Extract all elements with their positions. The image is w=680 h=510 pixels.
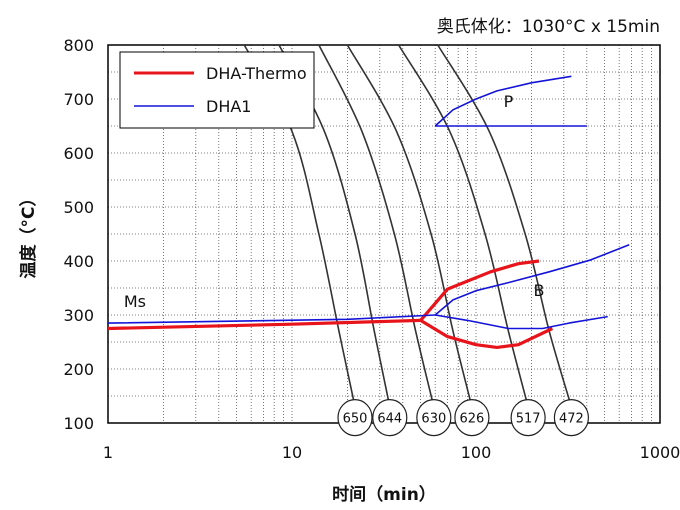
- x-tick-label: 10: [282, 443, 302, 462]
- series-line-dha-thermo: [107, 318, 421, 331]
- annotation-ms: Ms: [124, 292, 146, 311]
- chart-title: 奥氏体化：1030°C x 15min: [437, 17, 660, 37]
- x-tick-label: 100: [461, 443, 492, 462]
- cooling-marker-label: 644: [377, 412, 402, 427]
- x-axis-label: 时间（min）: [332, 484, 436, 505]
- y-tick-label: 500: [63, 198, 94, 217]
- y-tick-label: 600: [63, 144, 94, 163]
- series-line-dha-thermo: [419, 259, 540, 322]
- cooling-markers: 650 644 630 626 517 472: [337, 399, 590, 437]
- y-tick-label: 700: [63, 90, 94, 109]
- cooling-marker-label: 472: [559, 412, 584, 427]
- annotation-p: P: [504, 92, 514, 111]
- cooling-curve-626: [346, 44, 473, 407]
- y-axis-label: 温度（°C）: [18, 190, 39, 279]
- cooling-marker-650: [337, 399, 373, 437]
- x-tick-label: 1000: [640, 443, 680, 462]
- data-series: [107, 75, 630, 349]
- annotations: P B Ms: [124, 92, 545, 311]
- cooling-marker-630: [416, 399, 452, 437]
- series-line-dha1: [435, 314, 608, 330]
- cooling-marker-label: 626: [459, 412, 484, 427]
- cooling-marker-644: [372, 399, 408, 437]
- y-tick-label: 200: [63, 360, 94, 379]
- series-line-dha1: [434, 244, 630, 316]
- cooling-curve-472: [437, 44, 573, 408]
- y-tick-label: 400: [63, 252, 94, 271]
- series-line-dha1: [107, 314, 436, 324]
- series-line-dha-thermo: [419, 319, 554, 349]
- cooling-marker-label: 650: [343, 412, 368, 427]
- legend: DHA-Thermo DHA1: [119, 51, 315, 129]
- legend-label-dha1: DHA1: [206, 97, 251, 116]
- legend-label-dha-thermo: DHA-Thermo: [206, 64, 307, 83]
- cooling-curve-517: [397, 44, 529, 408]
- cooling-marker-517: [510, 399, 546, 437]
- cooling-curve-630: [318, 44, 435, 407]
- legend-box: [119, 51, 315, 129]
- x-tick-label: 1: [103, 443, 113, 462]
- cooling-marker-label: 630: [421, 412, 446, 427]
- series-line-dha1: [434, 75, 572, 127]
- cooling-marker-626: [454, 399, 490, 437]
- y-tick-label: 100: [63, 414, 94, 433]
- annotation-b: B: [534, 281, 545, 300]
- cooling-marker-label: 517: [516, 412, 541, 427]
- y-tick-label: 300: [63, 306, 94, 325]
- tick-labels: 1 10 100 1000 100 200 300 400 500 600 700 800: [63, 36, 680, 462]
- y-tick-label: 800: [63, 36, 94, 55]
- cooling-marker-472: [553, 399, 590, 437]
